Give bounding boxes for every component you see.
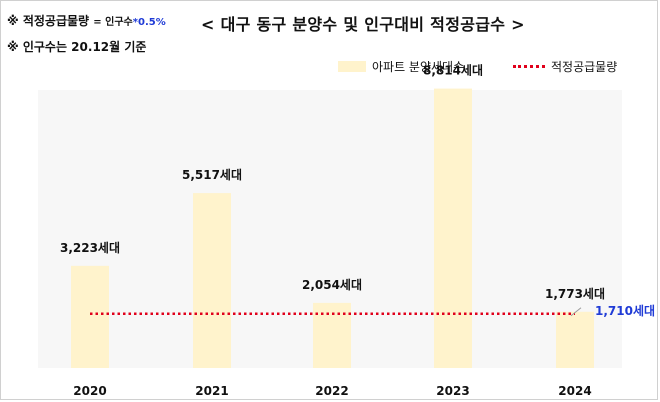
bar-label-2023: 8,814세대 <box>423 63 483 78</box>
bar-label-2024: 1,773세대 <box>545 286 605 301</box>
formula-prefix: ※ 적정공급물량 <box>7 14 90 28</box>
legend-swatch-bars <box>338 61 366 72</box>
x-tick-2021: 2021 <box>195 384 228 398</box>
legend-swatch-line <box>513 65 545 68</box>
legend-item-line: 적정공급물량 <box>513 58 617 75</box>
x-tick-2022: 2022 <box>315 384 348 398</box>
bar-label-2021: 5,517세대 <box>182 167 242 182</box>
bar-2021 <box>193 193 231 368</box>
formula-equation: = 인구수 <box>93 17 133 28</box>
legend-item-bars: 아파트 분양세대수 <box>338 58 464 75</box>
bar-label-2020: 3,223세대 <box>60 240 120 255</box>
bar-2020 <box>71 265 109 368</box>
bar-2023 <box>434 88 472 369</box>
x-tick-2023: 2023 <box>436 384 469 398</box>
formula-rate: *0.5% <box>132 17 166 28</box>
basis-note: ※ 인구수는 20.12월 기준 <box>7 40 147 54</box>
appropriate-supply-label: 1,710세대 <box>595 303 655 318</box>
bar-2024 <box>556 311 594 368</box>
legend-label-line: 적정공급물량 <box>551 60 618 74</box>
bar-label-2022: 2,054세대 <box>302 277 362 292</box>
line-label-leader <box>570 307 582 317</box>
chart-title: < 대구 동구 분양수 및 인구대비 적정공급수 > <box>201 15 525 34</box>
formula-note: ※ 적정공급물량 = 인구수*0.5% <box>7 12 166 29</box>
legend-label-bars: 아파트 분양세대수 <box>372 60 465 74</box>
x-tick-2024: 2024 <box>558 384 591 398</box>
x-tick-2020: 2020 <box>73 384 106 398</box>
